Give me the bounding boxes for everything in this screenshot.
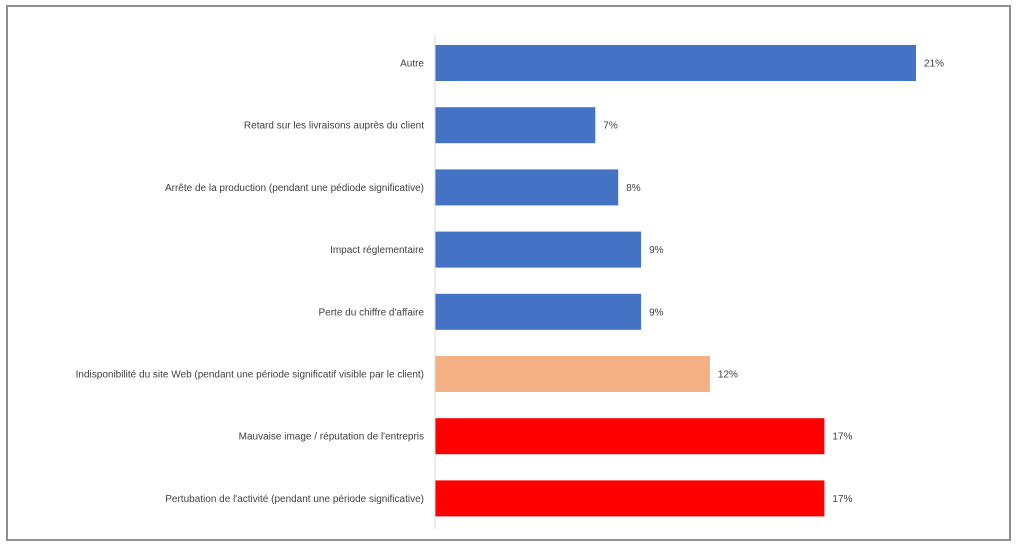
bar-5 bbox=[435, 356, 710, 392]
value-label-1: 7% bbox=[603, 121, 618, 132]
value-label-0: 21% bbox=[924, 59, 944, 70]
value-label-2: 8% bbox=[626, 183, 641, 194]
category-label-4: Perte du chiffre d'affaire bbox=[319, 307, 425, 318]
value-label-5: 12% bbox=[718, 370, 738, 381]
bar-3 bbox=[435, 232, 641, 268]
category-label-6: Mauvaise image / réputation de l'entrepr… bbox=[239, 432, 424, 443]
bar-0 bbox=[435, 45, 916, 81]
chart-frame: Autre 21% Retard sur les livraisons auprès… bbox=[6, 5, 1011, 541]
bar-6 bbox=[435, 418, 824, 454]
value-label-4: 9% bbox=[649, 307, 664, 318]
bar-4 bbox=[435, 294, 641, 330]
category-label-7: Pertubation de l'activité (pendant une p… bbox=[165, 494, 424, 505]
bar-chart: Autre 21% Retard sur les livraisons auprès… bbox=[8, 7, 1013, 543]
value-label-6: 17% bbox=[832, 432, 852, 443]
category-label-5: Indisponibilité du site Web (pendant une… bbox=[76, 370, 424, 381]
bar-1 bbox=[435, 107, 595, 143]
value-label-3: 9% bbox=[649, 245, 664, 256]
bar-2 bbox=[435, 169, 618, 205]
category-label-2: Arrête de la production (pendant une péd… bbox=[165, 183, 424, 194]
bar-7 bbox=[435, 480, 824, 516]
category-label-0: Autre bbox=[400, 59, 424, 70]
category-label-3: Impact réglementaire bbox=[330, 245, 424, 256]
value-label-7: 17% bbox=[832, 494, 852, 505]
bars-layer bbox=[435, 45, 916, 516]
category-label-1: Retard sur les livraisons auprès du clie… bbox=[244, 121, 424, 132]
